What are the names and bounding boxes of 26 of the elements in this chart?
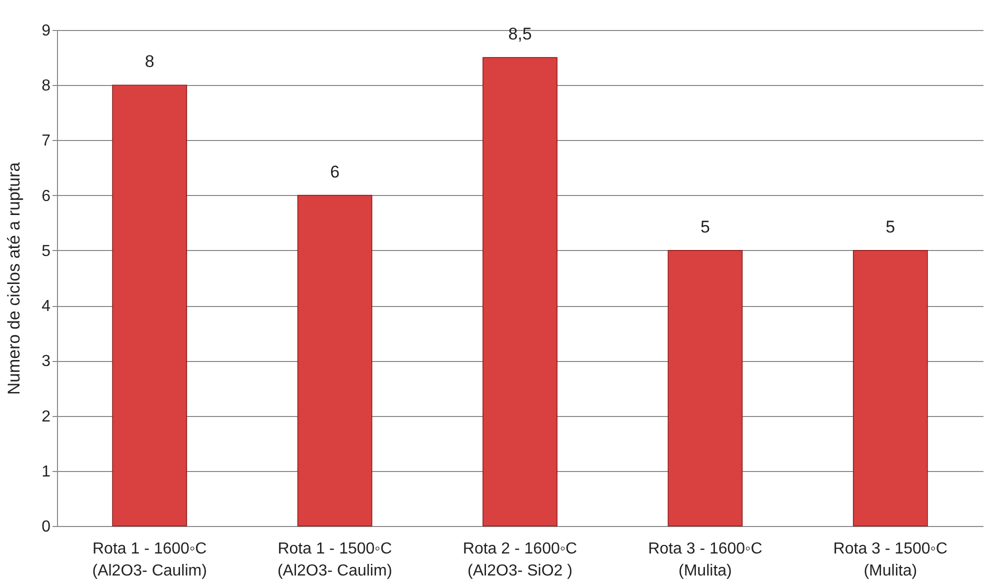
bar: [297, 194, 372, 526]
x-tick-label: Rota 3 - 1500◦C (Mulita): [833, 540, 948, 580]
data-label: 8,5: [508, 24, 532, 44]
data-label: 5: [700, 217, 710, 236]
y-tick-label: 9: [42, 22, 51, 40]
x-tick-label: Rota 1 - 1500◦C (Al2O3- Caulim): [277, 540, 392, 580]
y-axis-title: Numero de ciclos até a ruptura: [4, 162, 24, 395]
x-tick-label: Rota 2 - 1600◦C (Al2O3- SiO2 ): [462, 540, 578, 580]
bar: [852, 250, 928, 526]
y-tick-label: 2: [42, 408, 51, 426]
y-tick-label: 0: [42, 518, 51, 536]
y-tick-label: 7: [42, 132, 51, 150]
y-tick-label: 3: [42, 353, 51, 370]
x-tick-label: Rota 3 - 1600◦C (Mulita): [648, 540, 762, 580]
data-label: 5: [886, 217, 896, 236]
y-tick-label: 6: [42, 188, 51, 205]
x-tick-label: Rota 1 - 1600◦C (Al2O3- Caulim): [92, 540, 207, 580]
bar: [482, 57, 558, 526]
y-tick-label: 8: [42, 78, 51, 95]
bar: [668, 250, 743, 526]
y-tick-label: 5: [42, 242, 51, 260]
data-label: 8: [144, 52, 154, 72]
data-label: 6: [330, 162, 340, 182]
bar: [112, 84, 188, 526]
y-tick-label: 1: [42, 463, 51, 480]
y-tick-label: 4: [42, 298, 51, 316]
